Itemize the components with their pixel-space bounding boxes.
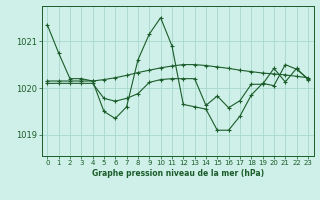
X-axis label: Graphe pression niveau de la mer (hPa): Graphe pression niveau de la mer (hPa) — [92, 169, 264, 178]
